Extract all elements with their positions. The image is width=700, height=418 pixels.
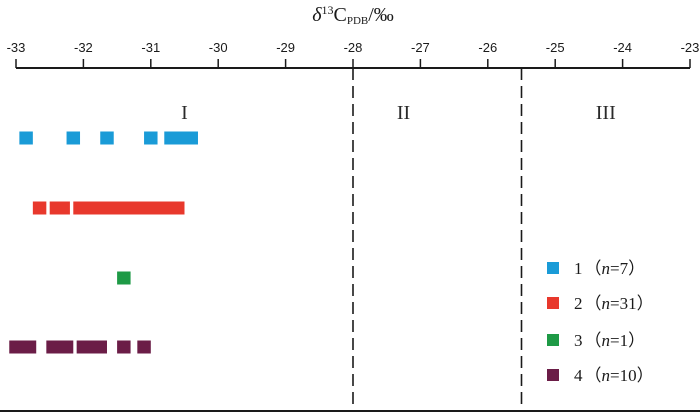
- x-axis-title-delta: δ: [312, 4, 322, 26]
- x-tick-label: -33: [7, 40, 26, 55]
- series-1-segment: [164, 131, 198, 145]
- legend-equals: =: [610, 259, 620, 278]
- legend-equals: =: [610, 331, 620, 350]
- x-axis-title: δ13CPDB/‰: [312, 3, 394, 27]
- series-4-segment: [46, 340, 74, 354]
- legend-series-number: 1: [574, 259, 583, 278]
- series-1-segment: [66, 131, 81, 145]
- series-2-segment: [73, 201, 185, 215]
- series-1-segment: [19, 131, 33, 145]
- legend-swatch-2: [547, 297, 559, 309]
- legend-swatch-3: [547, 334, 559, 346]
- zone-label-I: I: [181, 102, 188, 124]
- legend-n-symbol: n: [602, 294, 611, 313]
- legend-series-number: 2: [574, 294, 583, 313]
- legend-label-2: 2 （n=31）: [574, 294, 654, 313]
- data-marks: [9, 131, 198, 354]
- legend-close-paren: ）: [628, 259, 645, 278]
- x-tick-label: -31: [141, 40, 160, 55]
- series-3-segment: [117, 271, 131, 285]
- legend-open-paren: （: [585, 294, 602, 313]
- x-tick-label: -29: [276, 40, 295, 55]
- legend-n-symbol: n: [602, 366, 611, 385]
- x-tick-label: -26: [478, 40, 497, 55]
- legend-count: 1: [620, 331, 629, 350]
- x-axis-title-superscript: 13: [321, 3, 333, 17]
- series-4-segment: [117, 340, 131, 354]
- legend-equals: =: [610, 294, 620, 313]
- legend-close-paren: ）: [637, 294, 654, 313]
- x-tick-label: -23: [681, 40, 700, 55]
- x-axis-title-element: C: [333, 4, 346, 26]
- legend-open-paren: （: [585, 331, 602, 350]
- legend-label-4: 4 （n=10）: [574, 366, 654, 385]
- legend-label-3: 3 （n=1）: [574, 331, 645, 350]
- legend: 1 （n=7）2 （n=31）3 （n=1）4 （n=10）: [547, 259, 654, 385]
- legend-close-paren: ）: [637, 366, 654, 385]
- x-tick-label: -25: [546, 40, 565, 55]
- x-axis: -33 -32 -31 -30 -29 -28 -27 -26 -25 -24 -23: [7, 40, 700, 69]
- zone-labels: I II III: [181, 102, 616, 124]
- legend-series-number: 4: [574, 366, 583, 385]
- series-1-segment: [100, 131, 114, 145]
- series-2-segment: [49, 201, 70, 215]
- x-tick-label: -30: [209, 40, 228, 55]
- legend-series-number: 3: [574, 331, 583, 350]
- legend-n-symbol: n: [602, 259, 611, 278]
- zone-label-III: III: [596, 102, 616, 124]
- x-tick-label: -24: [613, 40, 632, 55]
- legend-label-1: 1 （n=7）: [574, 259, 645, 278]
- legend-swatch-4: [547, 369, 559, 381]
- x-tick-label: -27: [411, 40, 430, 55]
- legend-open-paren: （: [585, 259, 602, 278]
- series-4-segment: [9, 340, 37, 354]
- legend-count: 10: [620, 366, 637, 385]
- x-tick-label: -32: [74, 40, 93, 55]
- legend-count: 7: [620, 259, 629, 278]
- legend-n-symbol: n: [602, 331, 611, 350]
- zone-label-II: II: [397, 102, 410, 124]
- series-1-segment: [144, 131, 158, 145]
- legend-count: 31: [620, 294, 637, 313]
- series-2-segment: [32, 201, 47, 215]
- series-4-segment: [76, 340, 107, 354]
- x-tick-label: -28: [344, 40, 363, 55]
- x-axis-title-subscript: PDB: [347, 15, 368, 27]
- legend-close-paren: ）: [628, 331, 645, 350]
- legend-swatch-1: [547, 262, 559, 274]
- zone-boundaries: [352, 68, 523, 411]
- legend-equals: =: [610, 366, 620, 385]
- x-axis-title-text: δ13CPDB/‰: [312, 3, 394, 27]
- legend-open-paren: （: [585, 366, 602, 385]
- series-4-segment: [137, 340, 151, 354]
- x-axis-title-unit: /‰: [368, 4, 394, 26]
